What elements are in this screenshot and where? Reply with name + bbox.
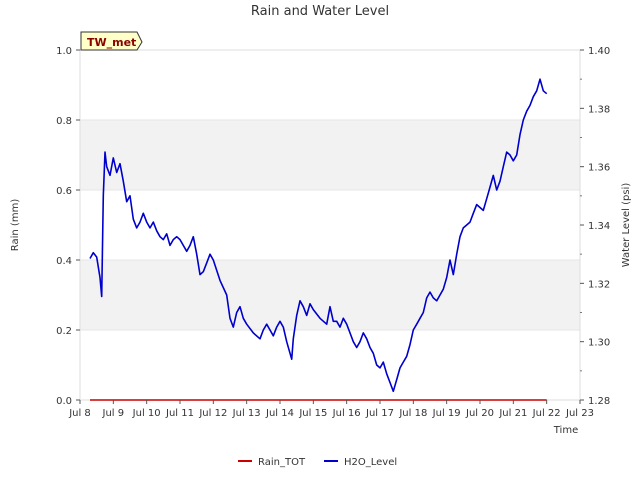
background-band xyxy=(80,120,580,190)
x-tick-label: Jul 8 xyxy=(68,408,91,419)
y-left-tick-label: 0.2 xyxy=(56,326,72,337)
legend-label-rain: Rain_TOT xyxy=(258,457,306,468)
x-tick-label: Jul 19 xyxy=(432,408,461,419)
background-band xyxy=(80,260,580,330)
badge: TW_met xyxy=(80,31,143,51)
axes-layer: 0.0 0.2 0.4 0.6 0.8 1.0 1.28 1.30 1.32 1.34 1.36 1.… xyxy=(56,46,610,419)
y-left-tick-label: 0.4 xyxy=(56,256,72,267)
x-tick-label: Jul 20 xyxy=(465,408,494,419)
x-tick-label: Jul 10 xyxy=(132,408,161,419)
x-tick-label: Jul 21 xyxy=(498,408,527,419)
legend: Rain_TOT H2O_Level xyxy=(238,457,397,468)
badge-label: TW_met xyxy=(87,36,136,49)
series-line-h2o-level xyxy=(89,78,548,393)
series-layer xyxy=(89,78,548,401)
y-left-tick-label: 0.0 xyxy=(56,396,72,407)
x-tick-label: Jul 11 xyxy=(165,408,194,419)
x-tick-label: Jul 22 xyxy=(532,408,561,419)
legend-label-h2o: H2O_Level xyxy=(344,457,397,468)
x-tick-label: Jul 17 xyxy=(365,408,394,419)
y-right-tick-label: 1.28 xyxy=(588,396,610,407)
x-tick-label: Jul 14 xyxy=(265,408,294,419)
y-right-tick-label: 1.34 xyxy=(588,221,610,232)
x-tick-label: Jul 12 xyxy=(198,408,227,419)
y-left-tick-label: 0.8 xyxy=(56,116,72,127)
x-tick-label: Jul 9 xyxy=(102,408,125,419)
background-bands xyxy=(80,120,580,330)
y-right-tick-label: 1.32 xyxy=(588,279,610,290)
x-tick-label: Jul 13 xyxy=(232,408,261,419)
x-tick-label: Jul 23 xyxy=(565,408,594,419)
y-axis-left-label: Rain (mm) xyxy=(10,199,21,252)
y-right-tick-label: 1.36 xyxy=(588,163,610,174)
x-tick-label: Jul 18 xyxy=(398,408,427,419)
y-axis-right-label: Water Level (psi) xyxy=(621,183,632,268)
x-tick-label: Jul 15 xyxy=(298,408,327,419)
x-axis-label: Time xyxy=(553,425,578,436)
badge-shape xyxy=(80,31,143,51)
y-left-tick-label: 1.0 xyxy=(56,46,72,57)
chart-title: Rain and Water Level xyxy=(251,4,389,19)
y-left-tick-label: 0.6 xyxy=(56,186,72,197)
y-right-tick-label: 1.40 xyxy=(588,46,610,57)
y-right-tick-label: 1.38 xyxy=(588,104,610,115)
y-right-tick-label: 1.30 xyxy=(588,338,610,349)
x-tick-label: Jul 16 xyxy=(332,408,361,419)
